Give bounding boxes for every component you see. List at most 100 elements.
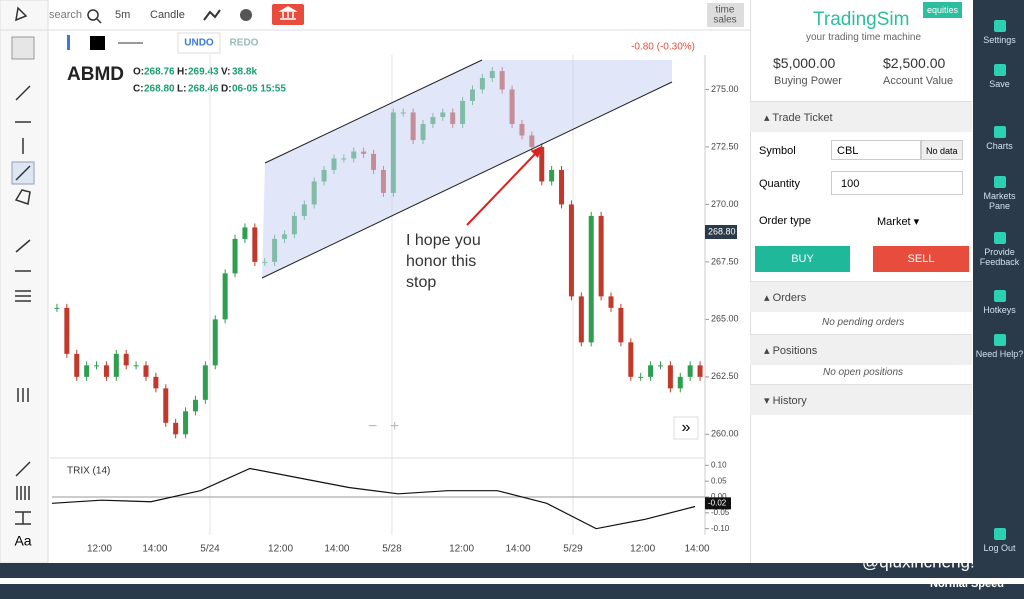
last-price: 268.80 [708,226,736,236]
candle [202,365,208,400]
sidebar-icon [993,176,1006,188]
color-swatch[interactable] [90,36,105,50]
settings-icon[interactable] [240,9,252,21]
orders: ▴ Orders [764,292,807,304]
sidebar [973,0,1024,563]
positions: ▴ Positions [764,345,818,357]
trix-tick-label: 0.10 [711,460,727,469]
candle [163,388,169,423]
buying-power-label: Buying Power [774,75,842,87]
sidebar-label: Need Help? [975,349,1024,359]
sidebar-label: Log Out [983,543,1016,553]
candle [568,204,574,297]
zoom-out[interactable]: − [368,418,377,435]
candle [628,342,634,377]
candle [549,169,555,182]
trade-ticket: ▴ Trade Ticket [764,112,833,124]
x-tick-label: 12:00 [268,544,293,555]
scroll-end[interactable] [673,416,699,440]
zoom-in[interactable]: + [390,418,399,435]
brand: TradingSim [813,9,910,30]
sidebar-icon [993,528,1006,540]
trix-line [51,467,696,530]
sidebar-item[interactable]: Need Help? [975,334,1024,359]
sidebar-item[interactable]: Markets Pane [975,176,1024,211]
x-tick-label: 14:00 [685,544,710,555]
interval[interactable]: 5m [115,9,130,21]
trix-tick-label: 0.05 [711,476,727,485]
trix-tick-label: -0.10 [711,524,730,533]
speed[interactable]: Normal Speed [930,578,1004,590]
redo[interactable]: REDO [230,38,259,49]
sidebar-icon [993,20,1006,32]
undo-button[interactable] [177,32,221,54]
candle [123,353,129,366]
scroll-end-icon: » [682,419,691,436]
y-tick-label: 275.00 [711,84,739,94]
symbol-status: No data [921,140,963,160]
quantity-input[interactable]: 100 [831,171,963,195]
text-tool[interactable]: Aa [14,533,31,549]
x-tick-label: 5/24 [200,544,220,555]
channel-fill [262,60,672,278]
x-tick-label: 12:00 [630,544,655,555]
symbol: ABMD [67,64,124,85]
sidebar-item[interactable]: Charts [975,126,1024,151]
candle [222,273,228,320]
x-tick-label: 14:00 [324,544,349,555]
chart-style[interactable]: Candle [150,9,185,21]
section-header[interactable]: ▴ Positions [750,334,972,365]
indicator-name: TRIX (14) [67,466,110,477]
annotation: I hope you [406,232,481,249]
sidebar-item[interactable]: Log Out [975,528,1024,553]
search[interactable]: search [49,9,82,21]
trix-last-box [705,497,731,510]
candle [94,365,100,367]
trade-ticket-text: Trade Ticket [772,112,833,124]
x-tick-label: 12:00 [449,544,474,555]
annotation: honor this [406,253,476,270]
time-sales[interactable]: time [716,5,735,16]
candle [657,365,663,367]
candle [212,319,218,366]
section-header[interactable]: ▴ Orders [750,281,972,312]
candle [64,307,70,354]
sidebar-item[interactable]: Save [975,64,1024,89]
ohlc-value: 269.43 [188,67,219,78]
orders-text: Orders [772,292,807,304]
symbol-input[interactable]: CBL [831,140,921,160]
candle [192,399,198,412]
sidebar-icon [993,232,1006,244]
section-header[interactable]: ▴ Trade Ticket [750,101,972,132]
annotation: stop [406,274,436,291]
section-header[interactable]: ▾ History [750,384,972,415]
sidebar-item[interactable]: Provide Feedback [975,232,1024,267]
progress [0,578,1024,584]
sidebar-item[interactable]: Settings [975,20,1024,45]
buy-button[interactable]: BUY [755,246,850,272]
candle [153,376,159,389]
time-sales-button[interactable] [707,3,744,27]
sell-button[interactable]: SELL [873,246,969,272]
account-value: $2,500.00 [883,55,946,71]
candle [648,365,654,377]
y-tick-label: 272.50 [711,141,739,151]
time-sales[interactable]: sales [713,15,736,26]
ohlc-value: 06-05 15:55 [232,84,286,95]
indicator-icon[interactable] [203,9,221,21]
x-tick-label: 12:00 [87,544,112,555]
cursor-tool[interactable] [11,36,35,60]
candle [173,422,179,435]
account-value-label: Account Value [883,75,954,87]
sidebar-icon [993,126,1006,138]
sidebar-icon [993,334,1006,346]
order-type[interactable]: Market ▾ [877,216,920,228]
ohlc-value: 268.76 [144,67,175,78]
orders-empty: No pending orders [822,317,905,328]
candle [242,227,248,239]
undo[interactable]: UNDO [184,38,214,49]
sidebar-item[interactable]: Hotkeys [975,290,1024,315]
sidebar-label: Settings [983,35,1016,45]
